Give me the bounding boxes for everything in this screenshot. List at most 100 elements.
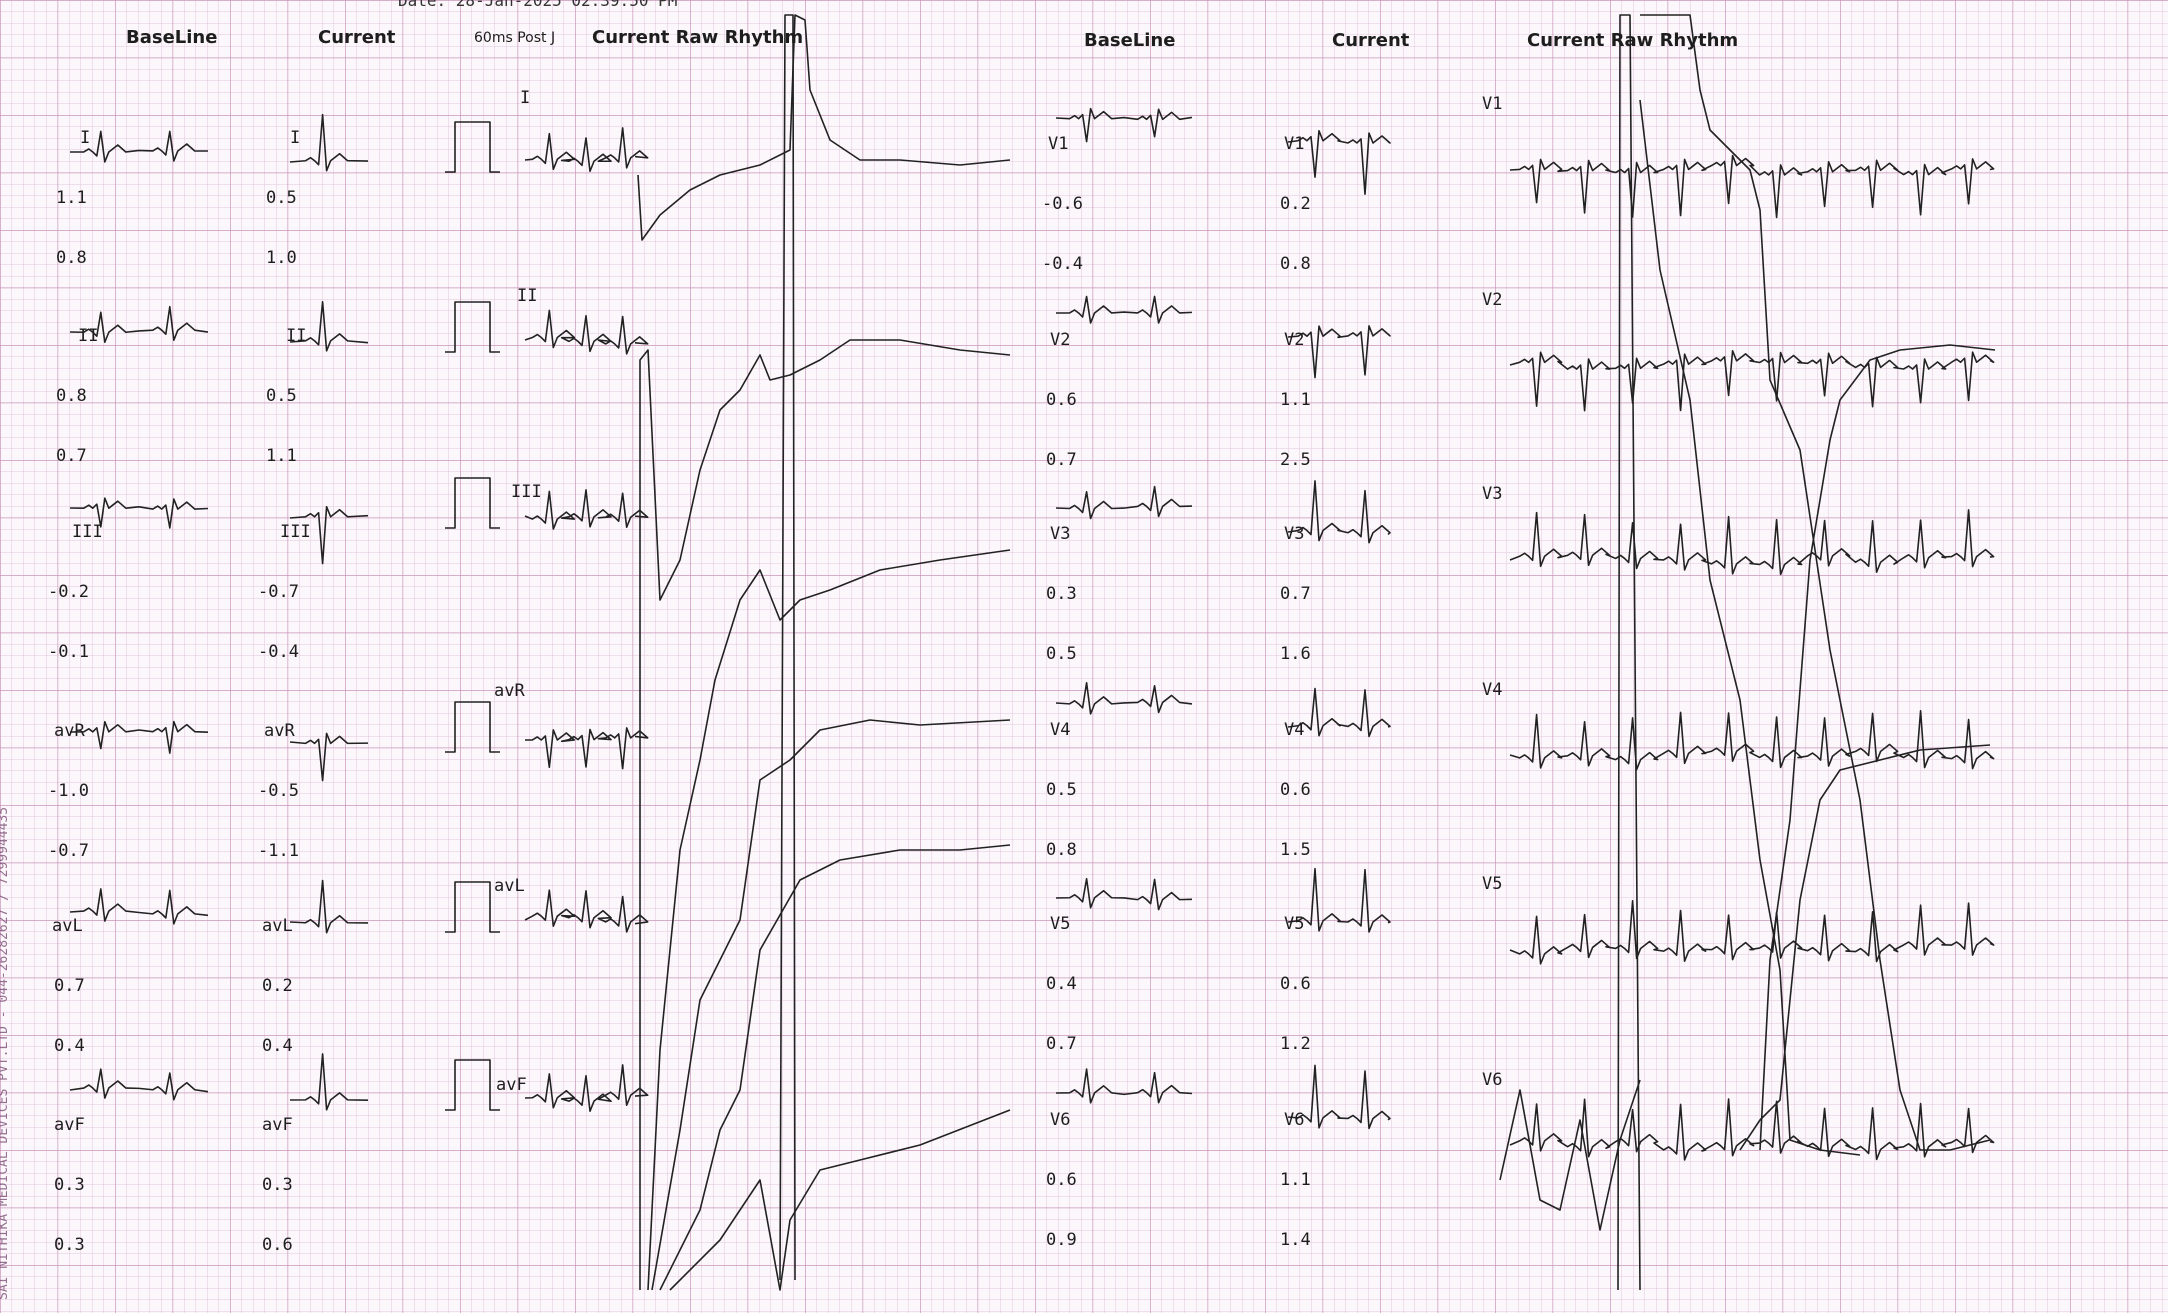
wandering-baseline-trace [1639, 99, 1861, 1156]
baseline-complex-trace [69, 130, 209, 163]
lead-name: III [280, 522, 311, 542]
lead-name: V6 [1050, 1110, 1071, 1130]
raw-rhythm-trace [1509, 709, 1995, 771]
current-complex-trace [289, 505, 369, 565]
baseline-value-2: 0.8 [56, 248, 87, 268]
baseline-complex-trace [1055, 681, 1193, 715]
current-value-1: 0.6 [1280, 780, 1311, 800]
lead-name: V3 [1050, 524, 1071, 544]
raw-rhythm-lead-name: avR [494, 681, 525, 701]
limb-baseline-lead: I 1.1 0.8 [56, 88, 90, 288]
raw-rhythm-trace [524, 1064, 649, 1112]
lead-name: V5 [1284, 914, 1305, 934]
baseline-value-2: 0.7 [1046, 1034, 1077, 1054]
current-value-2: -0.4 [258, 642, 299, 662]
wandering-baseline-trace [779, 14, 796, 1281]
baseline-value-1: 0.3 [54, 1175, 85, 1195]
calibration-pulse-trace [445, 477, 500, 529]
baseline-value-1: 1.1 [56, 188, 87, 208]
current-complex-trace [289, 1053, 369, 1111]
current-value-2: 1.2 [1280, 1034, 1311, 1054]
raw-rhythm-trace [524, 489, 649, 530]
current-value-1: 0.7 [1280, 584, 1311, 604]
baseline-value-1: -1.0 [48, 781, 89, 801]
chest-baseline-lead: V4 0.5 0.8 [1046, 680, 1077, 880]
wandering-baseline-trace [1617, 14, 1641, 1291]
raw-rhythm-lead-name: III [511, 482, 542, 502]
current-value-1: 1.1 [1280, 1170, 1311, 1190]
lead-name: I [290, 128, 301, 148]
raw-rhythm-lead-name: V2 [1482, 290, 1503, 310]
calibration-pulse-trace [445, 121, 500, 173]
chest-current-lead: V2 1.1 2.5 [1280, 290, 1311, 490]
baseline-complex-trace [1055, 877, 1193, 911]
wandering-baseline-trace [639, 339, 1011, 1290]
baseline-value-2: -0.7 [48, 841, 89, 861]
current-value-1: -0.7 [258, 582, 299, 602]
calibration-pulse-trace [445, 1059, 500, 1111]
limb-current-lead: avL 0.2 0.4 [262, 876, 293, 1076]
lead-name: II [78, 326, 99, 346]
wandering-baseline-trace [647, 549, 1011, 1291]
limb-current-lead: II 0.5 1.1 [266, 286, 306, 486]
wandering-baseline-trace [637, 14, 1011, 241]
chest-baseline-lead: V3 0.3 0.5 [1046, 484, 1077, 684]
raw-rhythm-trace [1509, 1098, 1995, 1161]
raw-rhythm-trace [1509, 900, 1995, 965]
current-value-1: 0.2 [262, 976, 293, 996]
baseline-value-1: 0.4 [1046, 974, 1077, 994]
raw-rhythm-lead-name: II [517, 286, 538, 306]
lead-name: II [286, 326, 307, 346]
current-value-2: 0.6 [262, 1235, 293, 1255]
current-complex-trace [1287, 867, 1391, 933]
wandering-baseline-trace [1739, 744, 1991, 1151]
current-value-1: 1.1 [1280, 390, 1311, 410]
baseline-value-2: 0.9 [1046, 1230, 1077, 1250]
raw-rhythm-trace [1509, 350, 1995, 412]
calibration-pulse-trace [445, 881, 500, 933]
lead-name: avR [264, 721, 295, 741]
limb-current-lead: avF 0.3 0.6 [262, 1075, 293, 1275]
lead-name: V2 [1050, 330, 1071, 350]
lead-name: V4 [1284, 720, 1305, 740]
current-complex-trace [289, 732, 369, 782]
limb-baseline-lead: avL 0.7 0.4 [50, 876, 85, 1076]
print-date: Date: 28-Jan-2025 02:39:50 PM [398, 0, 678, 10]
baseline-value-2: 0.5 [1046, 644, 1077, 664]
current-value-2: 0.8 [1280, 254, 1311, 274]
calibration-pulse-trace [445, 301, 500, 353]
lead-name: avF [262, 1115, 293, 1135]
header-raw-rhythm-left: Current Raw Rhythm [592, 27, 804, 48]
wandering-baseline-trace [1640, 14, 1991, 1151]
current-value-1: 0.6 [1280, 974, 1311, 994]
wandering-baseline-trace [659, 844, 1011, 1291]
baseline-complex-trace [69, 1068, 209, 1101]
lead-name: avL [262, 916, 293, 936]
raw-rhythm-lead-name: I [520, 88, 531, 108]
current-complex-trace [1287, 480, 1391, 544]
raw-rhythm-lead-name: V6 [1482, 1070, 1503, 1090]
lead-name: V5 [1050, 914, 1071, 934]
calibration-pulse-trace [445, 701, 500, 753]
wandering-baseline-trace [1759, 344, 1996, 1151]
current-complex-trace [289, 113, 369, 172]
limb-baseline-lead: III -0.2 -0.1 [48, 482, 103, 682]
current-value-2: 1.0 [266, 248, 297, 268]
lead-name: V2 [1284, 330, 1305, 350]
baseline-complex-trace [1055, 485, 1193, 520]
raw-rhythm-lead-name: V4 [1482, 680, 1503, 700]
raw-rhythm-trace [1499, 1079, 1641, 1231]
baseline-value-1: 0.5 [1046, 780, 1077, 800]
raw-rhythm-trace [1509, 509, 1995, 576]
current-value-1: -0.5 [258, 781, 299, 801]
baseline-value-1: 0.3 [1046, 584, 1077, 604]
header-baseline-right: BaseLine [1084, 30, 1176, 51]
header-post-j: 60ms Post J [474, 30, 556, 46]
lead-name: V3 [1284, 524, 1305, 544]
chest-baseline-lead: V1 -0.6 -0.4 [1042, 94, 1083, 294]
baseline-value-2: -0.4 [1042, 254, 1083, 274]
current-value-1: 0.5 [266, 386, 297, 406]
limb-current-lead: I 0.5 1.0 [266, 88, 300, 288]
raw-rhythm-trace [524, 127, 649, 173]
